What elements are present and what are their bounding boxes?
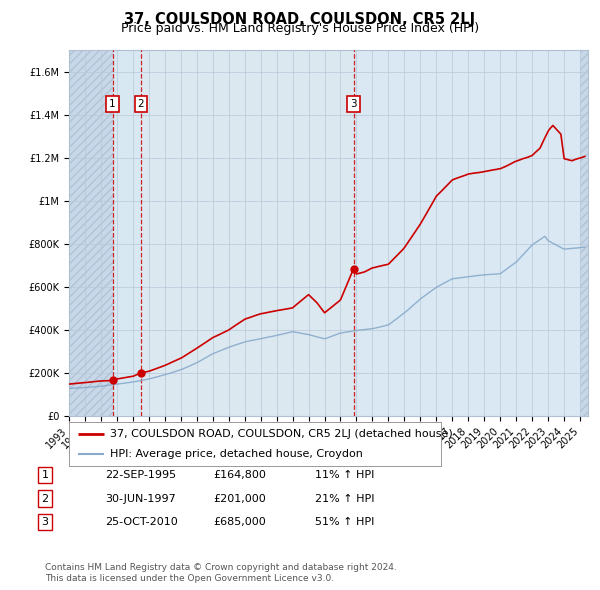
Bar	[141, 50, 353, 416]
Text: £685,000: £685,000	[213, 517, 266, 527]
Text: 37, COULSDON ROAD, COULSDON, CR5 2LJ: 37, COULSDON ROAD, COULSDON, CR5 2LJ	[124, 12, 476, 27]
Text: 3: 3	[350, 99, 357, 109]
Text: 2: 2	[137, 99, 144, 109]
Text: 21% ↑ HPI: 21% ↑ HPI	[315, 494, 374, 503]
Text: 51% ↑ HPI: 51% ↑ HPI	[315, 517, 374, 527]
Text: 22-SEP-1995: 22-SEP-1995	[105, 470, 176, 480]
Text: 2: 2	[41, 494, 49, 503]
Text: Contains HM Land Registry data © Crown copyright and database right 2024.
This d: Contains HM Land Registry data © Crown c…	[45, 563, 397, 583]
Bar	[69, 50, 113, 416]
Text: HPI: Average price, detached house, Croydon: HPI: Average price, detached house, Croy…	[110, 449, 363, 459]
Text: 25-OCT-2010: 25-OCT-2010	[105, 517, 178, 527]
Bar	[113, 50, 141, 416]
Text: Price paid vs. HM Land Registry's House Price Index (HPI): Price paid vs. HM Land Registry's House …	[121, 22, 479, 35]
Text: 3: 3	[41, 517, 49, 527]
Bar	[580, 50, 588, 416]
Text: 1: 1	[109, 99, 116, 109]
Text: 37, COULSDON ROAD, COULSDON, CR5 2LJ (detached house): 37, COULSDON ROAD, COULSDON, CR5 2LJ (de…	[110, 429, 452, 439]
Bar	[353, 50, 588, 416]
Text: £201,000: £201,000	[213, 494, 266, 503]
Text: 11% ↑ HPI: 11% ↑ HPI	[315, 470, 374, 480]
Bar	[580, 50, 588, 416]
Bar	[69, 50, 113, 416]
Text: 30-JUN-1997: 30-JUN-1997	[105, 494, 176, 503]
Text: £164,800: £164,800	[213, 470, 266, 480]
Text: 1: 1	[41, 470, 49, 480]
